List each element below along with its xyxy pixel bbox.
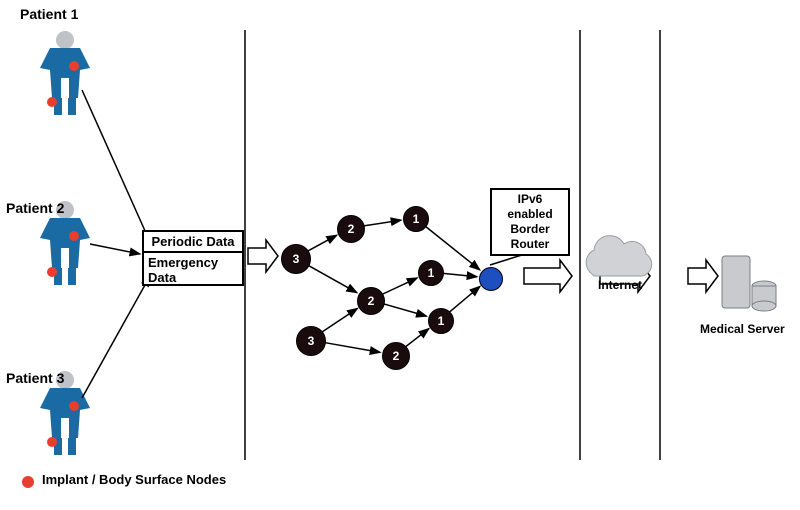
mesh-edge-6 — [382, 304, 426, 317]
flow-arrow-3 — [688, 260, 718, 292]
mesh-node-hop1: 1 — [428, 308, 454, 334]
mesh-node-label: 2 — [368, 294, 375, 308]
flow-arrow-1 — [524, 260, 572, 292]
mesh-node-label: 1 — [413, 212, 420, 226]
data-type-row: Emergency Data — [144, 251, 242, 287]
implant-node-icon — [69, 231, 79, 241]
implant-node-icon — [47, 97, 57, 107]
mesh-node-label: 3 — [308, 334, 315, 348]
mesh-edge-7 — [405, 329, 429, 347]
internet-cloud-icon — [586, 236, 652, 276]
legend-dot-icon — [22, 476, 34, 488]
router-label-line: IPv6 — [495, 192, 565, 207]
patient-label: Patient 3 — [6, 370, 64, 386]
mesh-edge-4 — [363, 220, 401, 226]
server-tower-icon — [722, 256, 750, 308]
flow-arrow-0 — [248, 240, 278, 272]
implant-node-icon — [69, 61, 79, 71]
mesh-edge-5 — [382, 278, 418, 295]
server-db-icon — [752, 301, 776, 311]
data-type-row: Periodic Data — [144, 232, 242, 251]
legend-text: Implant / Body Surface Nodes — [42, 472, 226, 487]
mesh-node-hop2: 2 — [337, 215, 365, 243]
mesh-node-hop2: 2 — [382, 342, 410, 370]
patient-label: Patient 1 — [20, 6, 78, 22]
mesh-edge-3 — [324, 342, 380, 352]
medical-server-label: Medical Server — [700, 322, 785, 336]
mesh-edge-1 — [307, 265, 357, 293]
implant-node-icon — [47, 437, 57, 447]
mesh-node-label: 3 — [293, 252, 300, 266]
mesh-edge-9 — [442, 273, 477, 277]
implant-node-icon — [69, 401, 79, 411]
router-label-line: Router — [495, 237, 565, 252]
patient-arrow-0 — [82, 90, 150, 242]
router-label-box: IPv6enabledBorderRouter — [490, 188, 570, 256]
patient-arrow-1 — [90, 244, 140, 254]
mesh-node-hop3: 3 — [296, 326, 326, 356]
patient-p1 — [40, 31, 90, 115]
router-label-line: enabled — [495, 207, 565, 222]
mesh-node-label: 2 — [393, 349, 400, 363]
implant-node-icon — [47, 267, 57, 277]
router-label-line: Border — [495, 222, 565, 237]
mesh-node-label: 2 — [348, 222, 355, 236]
svg-layer — [0, 0, 800, 510]
mesh-edge-0 — [307, 235, 337, 251]
diagram-stage: Patient 1 Patient 2 Patient 3 Periodic Data… — [0, 0, 800, 510]
mesh-node-label: 1 — [438, 314, 445, 328]
mesh-node-label: 1 — [428, 266, 435, 280]
mesh-edge-2 — [322, 308, 358, 332]
patient-arrow-2 — [82, 276, 150, 398]
patient-label: Patient 2 — [6, 200, 64, 216]
mesh-node-hop1: 1 — [403, 206, 429, 232]
mesh-node-hop2: 2 — [357, 287, 385, 315]
data-type-box: Periodic DataEmergency Data — [142, 230, 244, 286]
mesh-node-hop3: 3 — [281, 244, 311, 274]
mesh-node-hop1: 1 — [418, 260, 444, 286]
border-router-node — [479, 267, 503, 291]
internet-label: Internet — [598, 278, 642, 292]
mesh-edge-10 — [449, 286, 480, 312]
